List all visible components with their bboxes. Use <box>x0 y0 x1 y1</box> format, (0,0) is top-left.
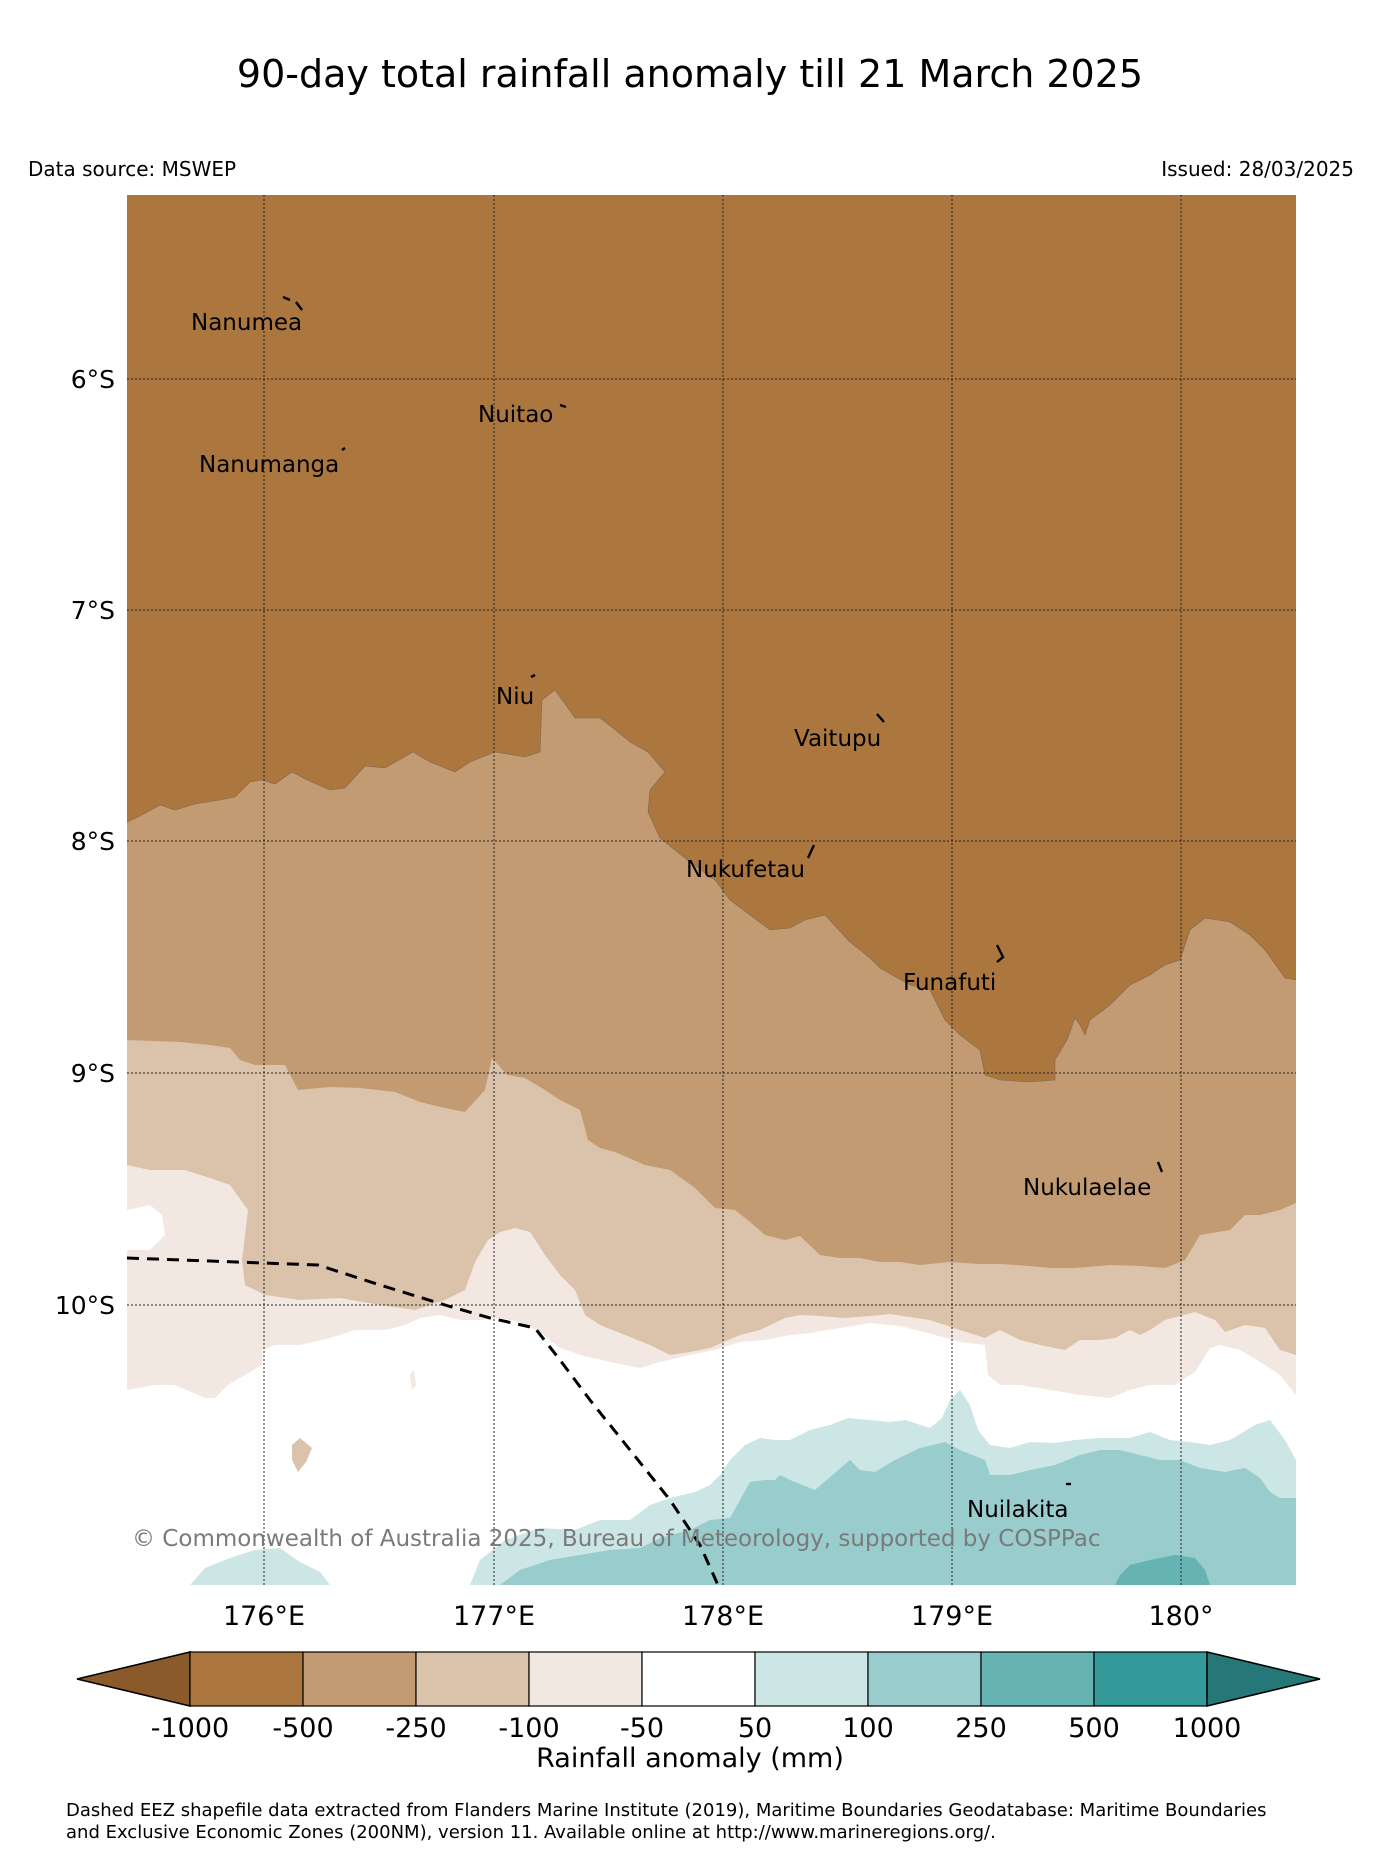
data-source: Data source: MSWEP <box>28 157 237 181</box>
island-vaitupu <box>876 713 885 723</box>
latitude-labels: 6°S 7°S 8°S 9°S 10°S <box>55 365 115 1320</box>
band-pocket-central <box>480 1275 488 1300</box>
place-nukulaelae: Nukulaelae <box>1023 1175 1151 1201</box>
colorbar-extend-low <box>76 1651 191 1707</box>
place-nanumanga: Nanumanga <box>199 452 339 478</box>
island-nanumanga <box>341 447 346 451</box>
colorbar-box <box>641 1651 756 1707</box>
colorbar-tick-label: -500 <box>272 1713 333 1744</box>
band-slight-wet <box>190 1548 330 1585</box>
colorbar-tick-label: 1000 <box>1173 1713 1242 1744</box>
longitude-labels: 176°E 177°E 178°E 179°E 180° <box>223 1601 1214 1632</box>
colorbar-box <box>302 1651 417 1707</box>
place-vaitupu: Vaitupu <box>794 726 881 752</box>
band-moderate-wet <box>500 1442 1296 1585</box>
lon-179e: 179°E <box>911 1601 993 1632</box>
lon-176e: 176°E <box>223 1601 305 1632</box>
place-nuilakita: Nuilakita <box>967 1497 1068 1523</box>
island-funafuti <box>995 944 1005 963</box>
place-niu: Niu <box>496 684 534 710</box>
band-pocket-west <box>127 1205 165 1250</box>
place-nuitao: Nuitao <box>478 402 553 428</box>
colorbar-title: Rainfall anomaly (mm) <box>536 1743 844 1774</box>
footnote-line-1: Dashed EEZ shapefile data extracted from… <box>66 1800 1267 1821</box>
band-strong-wet <box>1115 1555 1210 1585</box>
lat-6s: 6°S <box>71 365 115 394</box>
lat-8s: 8°S <box>71 827 115 856</box>
footnote-line-2: and Exclusive Economic Zones (200NM), ve… <box>66 1822 996 1843</box>
island-nanumea-a <box>282 295 291 302</box>
colorbar-tick-label: -1000 <box>151 1713 229 1744</box>
map-title: 90-day total rainfall anomaly till 21 Ma… <box>236 52 1144 96</box>
colorbar: -1000 -500 -250 -100 -50 50 100 250 500 1000 <box>76 1651 1321 1744</box>
colorbar-box <box>754 1651 869 1707</box>
anomaly-field <box>127 195 1296 1585</box>
lat-9s: 9°S <box>71 1059 115 1088</box>
colorbar-tick-label: -50 <box>620 1713 664 1744</box>
footnote: Dashed EEZ shapefile data extracted from… <box>66 1800 1356 1844</box>
lat-7s: 7°S <box>71 596 115 625</box>
lon-177e: 177°E <box>453 1601 535 1632</box>
island-nukufetau <box>806 844 816 859</box>
eez-boundary <box>126 1256 720 1586</box>
island-markers <box>282 295 1164 1486</box>
island-nuitao <box>559 403 567 409</box>
colorbar-box <box>528 1651 643 1707</box>
copyright-notice: © Commonwealth of Australia 2025, Bureau… <box>132 1526 1101 1552</box>
lat-10s: 10°S <box>55 1291 115 1320</box>
place-funafuti: Funafuti <box>903 970 996 996</box>
place-nanumea: Nanumea <box>191 310 302 336</box>
colorbar-tick-label: -250 <box>385 1713 446 1744</box>
colorbar-box <box>1093 1651 1208 1707</box>
island-nukulaelae <box>1156 1161 1164 1173</box>
place-nukufetau: Nukufetau <box>686 857 805 883</box>
colorbar-tick-label: 500 <box>1068 1713 1120 1744</box>
island-niu <box>530 673 536 679</box>
colorbar-box <box>415 1651 530 1707</box>
colorbar-box <box>189 1651 304 1707</box>
band-pocket-south <box>292 1438 312 1472</box>
colorbar-box <box>867 1651 982 1707</box>
graticule <box>127 195 1296 1585</box>
issued-date: Issued: 28/03/2025 <box>1161 157 1354 181</box>
lon-178e: 178°E <box>682 1601 764 1632</box>
lon-180: 180° <box>1148 1601 1213 1632</box>
contour-lines <box>126 689 1297 1083</box>
colorbar-tick-label: 50 <box>738 1713 772 1744</box>
colorbar-tick-label: 100 <box>842 1713 894 1744</box>
colorbar-tick-label: 250 <box>955 1713 1007 1744</box>
colorbar-box <box>980 1651 1095 1707</box>
colorbar-tick-label: -100 <box>498 1713 559 1744</box>
band-pocket-small <box>410 1370 416 1390</box>
place-labels: Nanumea Nuitao Nanumanga Niu Vaitupu Nuk… <box>191 310 1151 1523</box>
island-nanumea-b <box>295 301 303 311</box>
colorbar-extend-high <box>1206 1651 1321 1707</box>
